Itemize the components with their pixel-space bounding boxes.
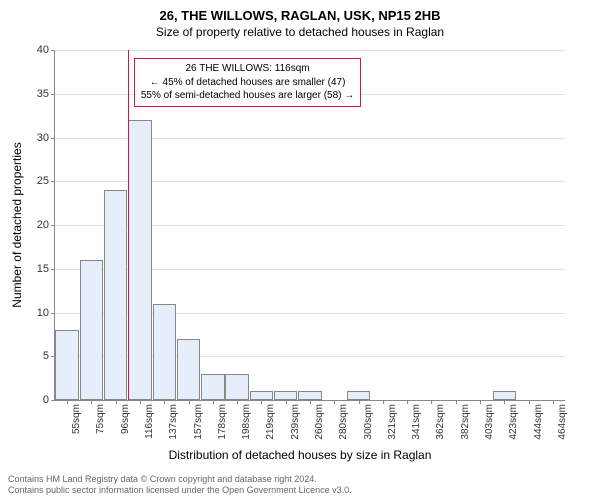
- x-tick-mark: [116, 400, 117, 404]
- x-tick-label: 341sqm: [411, 404, 422, 440]
- x-tick-mark: [480, 400, 481, 404]
- x-tick-mark: [504, 400, 505, 404]
- x-tick-label: 137sqm: [168, 404, 179, 440]
- x-tick-mark: [334, 400, 335, 404]
- x-tick-label: 239sqm: [290, 404, 301, 440]
- bar: [347, 391, 370, 400]
- x-tick-mark: [164, 400, 165, 404]
- x-tick-label: 55sqm: [71, 404, 82, 434]
- bar: [80, 260, 103, 400]
- x-tick-mark: [213, 400, 214, 404]
- x-tick-label: 219sqm: [265, 404, 276, 440]
- x-tick-label: 96sqm: [120, 404, 131, 434]
- x-tick-mark: [286, 400, 287, 404]
- x-tick-mark: [67, 400, 68, 404]
- callout-box: 26 THE WILLOWS: 116sqm← 45% of detached …: [134, 58, 361, 107]
- x-tick-mark: [529, 400, 530, 404]
- y-tick-mark: [51, 50, 55, 51]
- bar: [298, 391, 321, 400]
- y-tick-mark: [51, 269, 55, 270]
- x-tick-mark: [237, 400, 238, 404]
- y-tick-mark: [51, 313, 55, 314]
- x-tick-label: 260sqm: [314, 404, 325, 440]
- bar: [274, 391, 297, 400]
- x-tick-mark: [456, 400, 457, 404]
- y-tick-mark: [51, 94, 55, 95]
- footer-line-2: Contains public sector information licen…: [8, 485, 352, 496]
- x-tick-label: 300sqm: [363, 404, 374, 440]
- y-tick-mark: [51, 138, 55, 139]
- y-axis-label: Number of detached properties: [10, 50, 24, 400]
- gridline: [55, 50, 565, 51]
- bar: [493, 391, 516, 400]
- x-tick-mark: [553, 400, 554, 404]
- bar: [55, 330, 78, 400]
- footer-attribution: Contains HM Land Registry data © Crown c…: [8, 474, 352, 497]
- bar: [153, 304, 176, 400]
- chart-plot-area: 051015202530354055sqm75sqm96sqm116sqm137…: [54, 50, 565, 401]
- x-tick-label: 403sqm: [484, 404, 495, 440]
- x-tick-label: 280sqm: [338, 404, 349, 440]
- callout-line-2: ← 45% of detached houses are smaller (47…: [141, 76, 354, 90]
- x-tick-mark: [140, 400, 141, 404]
- x-tick-label: 423sqm: [508, 404, 519, 440]
- y-tick-mark: [51, 356, 55, 357]
- x-tick-label: 321sqm: [387, 404, 398, 440]
- page-title: 26, THE WILLOWS, RAGLAN, USK, NP15 2HB: [0, 0, 600, 23]
- bar: [225, 374, 248, 400]
- bar: [250, 391, 273, 400]
- callout-line-3: 55% of semi-detached houses are larger (…: [141, 89, 354, 103]
- x-tick-label: 362sqm: [435, 404, 446, 440]
- x-tick-label: 157sqm: [193, 404, 204, 440]
- y-tick-mark: [51, 400, 55, 401]
- bar: [201, 374, 224, 400]
- x-tick-label: 382sqm: [460, 404, 471, 440]
- x-tick-mark: [189, 400, 190, 404]
- x-tick-mark: [383, 400, 384, 404]
- bar: [177, 339, 200, 400]
- x-tick-label: 444sqm: [533, 404, 544, 440]
- x-tick-mark: [91, 400, 92, 404]
- x-axis-label: Distribution of detached houses by size …: [0, 448, 600, 462]
- x-tick-label: 75sqm: [95, 404, 106, 434]
- footer-line-1: Contains HM Land Registry data © Crown c…: [8, 474, 352, 485]
- bar: [128, 120, 151, 400]
- x-tick-mark: [407, 400, 408, 404]
- x-tick-label: 116sqm: [144, 404, 155, 439]
- x-tick-mark: [261, 400, 262, 404]
- x-tick-mark: [431, 400, 432, 404]
- x-tick-mark: [359, 400, 360, 404]
- x-tick-label: 198sqm: [241, 404, 252, 440]
- callout-line-1: 26 THE WILLOWS: 116sqm: [141, 62, 354, 76]
- x-tick-label: 178sqm: [217, 404, 228, 440]
- page-subtitle: Size of property relative to detached ho…: [0, 23, 600, 39]
- marker-line: [128, 50, 129, 400]
- bar: [104, 190, 127, 400]
- y-tick-mark: [51, 225, 55, 226]
- x-tick-label: 464sqm: [557, 404, 568, 440]
- x-tick-mark: [310, 400, 311, 404]
- y-tick-mark: [51, 181, 55, 182]
